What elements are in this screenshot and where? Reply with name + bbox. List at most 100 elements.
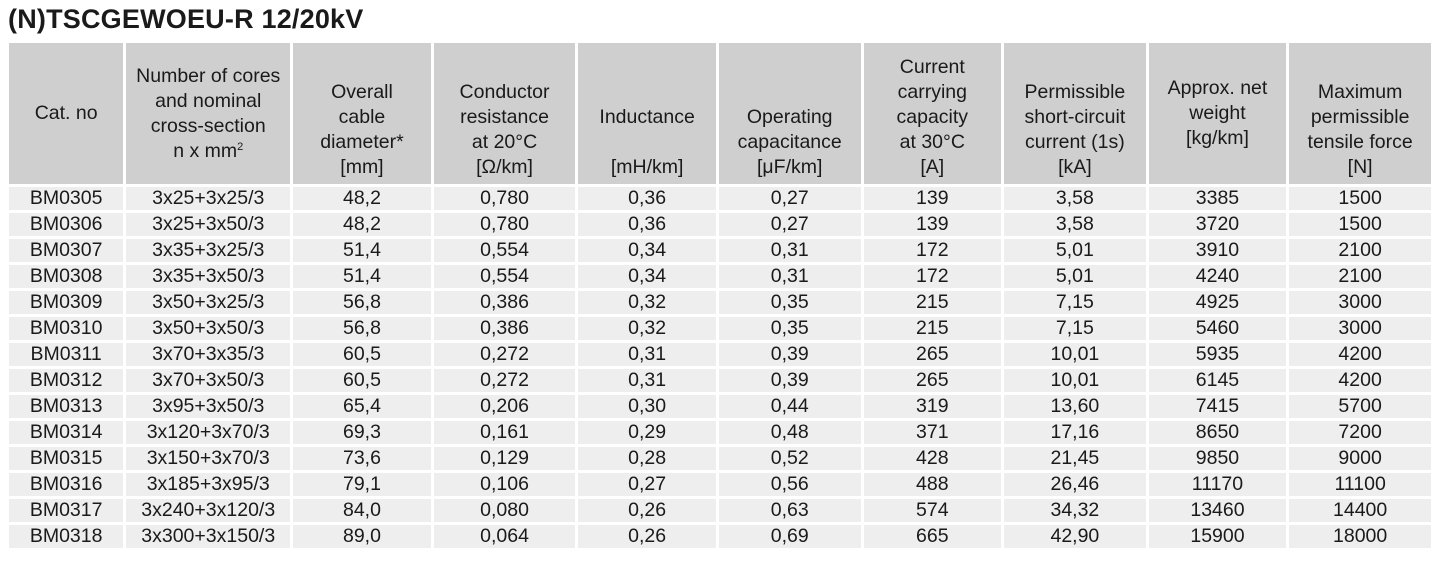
- cell-weight: 6145: [1148, 369, 1287, 392]
- cell-tensile: 3000: [1289, 317, 1431, 340]
- cell-cores: 3x95+3x50/3: [126, 395, 291, 418]
- cell-cores: 3x50+3x50/3: [126, 317, 291, 340]
- header-diameter-line: cable: [338, 106, 386, 128]
- table-row: BM0313 3x95+3x50/3 65,4 0,206 0,30 0,44 319 13,…: [9, 395, 1431, 418]
- header-tensile-line: Maximum: [1317, 81, 1403, 103]
- table-row: BM0305 3x25+3x25/3 48,2 0,780 0,36 0,27 139 3,5…: [9, 187, 1431, 210]
- header-inductance-line: [mH/km]: [610, 156, 684, 178]
- cell-inductance: 0,27: [578, 473, 716, 496]
- cell-tensile: 2100: [1289, 239, 1431, 262]
- header-inductance: Inductance [mH/km]: [578, 43, 716, 184]
- cell-capacitance: 0,63: [718, 499, 861, 522]
- cell-cat-no: BM0305: [9, 187, 124, 210]
- cell-diameter: 56,8: [293, 291, 431, 314]
- header-tensile-line: permissible: [1310, 106, 1410, 128]
- cell-diameter: 84,0: [293, 499, 431, 522]
- cell-resistance: 0,554: [433, 265, 576, 288]
- cell-weight: 13460: [1148, 499, 1287, 522]
- header-short-circuit-line: short-circuit: [1024, 106, 1126, 128]
- cell-inductance: 0,36: [578, 187, 716, 210]
- cell-current: 172: [863, 265, 1002, 288]
- cell-cores: 3x150+3x70/3: [126, 447, 291, 470]
- cell-cat-no: BM0318: [9, 525, 124, 548]
- cell-cat-no: BM0307: [9, 239, 124, 262]
- cell-cores: 3x35+3x25/3: [126, 239, 291, 262]
- cell-cores: 3x70+3x50/3: [126, 369, 291, 392]
- cell-capacitance: 0,31: [718, 239, 861, 262]
- cell-weight: 7415: [1148, 395, 1287, 418]
- cell-short-circuit: 17,16: [1004, 421, 1146, 444]
- cell-cat-no: BM0310: [9, 317, 124, 340]
- cell-current: 215: [863, 291, 1002, 314]
- cell-tensile: 5700: [1289, 395, 1431, 418]
- cell-diameter: 60,5: [293, 343, 431, 366]
- cell-current: 371: [863, 421, 1002, 444]
- header-current-line: capacity: [896, 106, 969, 128]
- header-diameter-line: diameter*: [320, 131, 404, 153]
- cell-current: 139: [863, 213, 1002, 236]
- header-capacitance-line: Operating: [746, 106, 833, 128]
- cell-capacitance: 0,52: [718, 447, 861, 470]
- cell-capacitance: 0,35: [718, 317, 861, 340]
- cell-short-circuit: 3,58: [1004, 213, 1146, 236]
- cell-short-circuit: 7,15: [1004, 317, 1146, 340]
- cell-current: 428: [863, 447, 1002, 470]
- cell-short-circuit: 26,46: [1004, 473, 1146, 496]
- cell-cores: 3x185+3x95/3: [126, 473, 291, 496]
- header-resistance-line: [Ω/km]: [476, 156, 533, 178]
- cell-diameter: 73,6: [293, 447, 431, 470]
- cell-diameter: 51,4: [293, 265, 431, 288]
- cell-weight: 11170: [1148, 473, 1287, 496]
- header-tensile-line: [N]: [1347, 156, 1373, 178]
- table-row: BM0312 3x70+3x50/3 60,5 0,272 0,31 0,39 265 10,…: [9, 369, 1431, 392]
- cell-cat-no: BM0317: [9, 499, 124, 522]
- table-row: BM0308 3x35+3x50/3 51,4 0,554 0,34 0,31 172 5,0…: [9, 265, 1431, 288]
- cell-tensile: 4200: [1289, 369, 1431, 392]
- cell-capacitance: 0,35: [718, 291, 861, 314]
- cell-short-circuit: 5,01: [1004, 239, 1146, 262]
- cell-capacitance: 0,39: [718, 369, 861, 392]
- cell-diameter: 65,4: [293, 395, 431, 418]
- header-capacitance: Operating capacitance [μF/km]: [718, 43, 861, 184]
- cell-cat-no: BM0315: [9, 447, 124, 470]
- cell-resistance: 0,272: [433, 343, 576, 366]
- header-resistance-line: resistance: [460, 106, 549, 128]
- cell-resistance: 0,780: [433, 187, 576, 210]
- cell-cat-no: BM0309: [9, 291, 124, 314]
- cell-capacitance: 0,56: [718, 473, 861, 496]
- header-tensile-line: tensile force: [1307, 131, 1413, 153]
- cell-weight: 15900: [1148, 525, 1287, 548]
- cell-capacitance: 0,27: [718, 213, 861, 236]
- cell-cores: 3x25+3x50/3: [126, 213, 291, 236]
- cell-resistance: 0,554: [433, 239, 576, 262]
- cell-resistance: 0,386: [433, 291, 576, 314]
- cell-resistance: 0,106: [433, 473, 576, 496]
- header-current-line: [A]: [920, 156, 945, 178]
- header-short-circuit-line: [kA]: [1058, 156, 1092, 178]
- cell-short-circuit: 10,01: [1004, 343, 1146, 366]
- cell-tensile: 18000: [1289, 525, 1431, 548]
- cell-tensile: 1500: [1289, 187, 1431, 210]
- cell-short-circuit: 5,01: [1004, 265, 1146, 288]
- cell-diameter: 56,8: [293, 317, 431, 340]
- cell-short-circuit: 10,01: [1004, 369, 1146, 392]
- cell-inductance: 0,26: [578, 499, 716, 522]
- table-row: BM0314 3x120+3x70/3 69,3 0,161 0,29 0,48 371 17…: [9, 421, 1431, 444]
- cell-tensile: 4200: [1289, 343, 1431, 366]
- header-cores-line: and nominal: [155, 89, 262, 112]
- cell-short-circuit: 3,58: [1004, 187, 1146, 210]
- cell-current: 139: [863, 187, 1002, 210]
- cell-diameter: 51,4: [293, 239, 431, 262]
- header-current-line: Current: [899, 56, 965, 78]
- cell-diameter: 79,1: [293, 473, 431, 496]
- cell-tensile: 9000: [1289, 447, 1431, 470]
- header-short-circuit-line: current (1s): [1025, 131, 1125, 153]
- cell-short-circuit: 42,90: [1004, 525, 1146, 548]
- cell-cores: 3x70+3x35/3: [126, 343, 291, 366]
- cell-cores: 3x120+3x70/3: [126, 421, 291, 444]
- header-short-circuit: Permissible short-circuit current (1s) […: [1004, 43, 1146, 184]
- cell-weight: 5460: [1148, 317, 1287, 340]
- cell-capacitance: 0,69: [718, 525, 861, 548]
- cell-cores: 3x300+3x150/3: [126, 525, 291, 548]
- header-inductance-line: Inductance: [599, 106, 695, 128]
